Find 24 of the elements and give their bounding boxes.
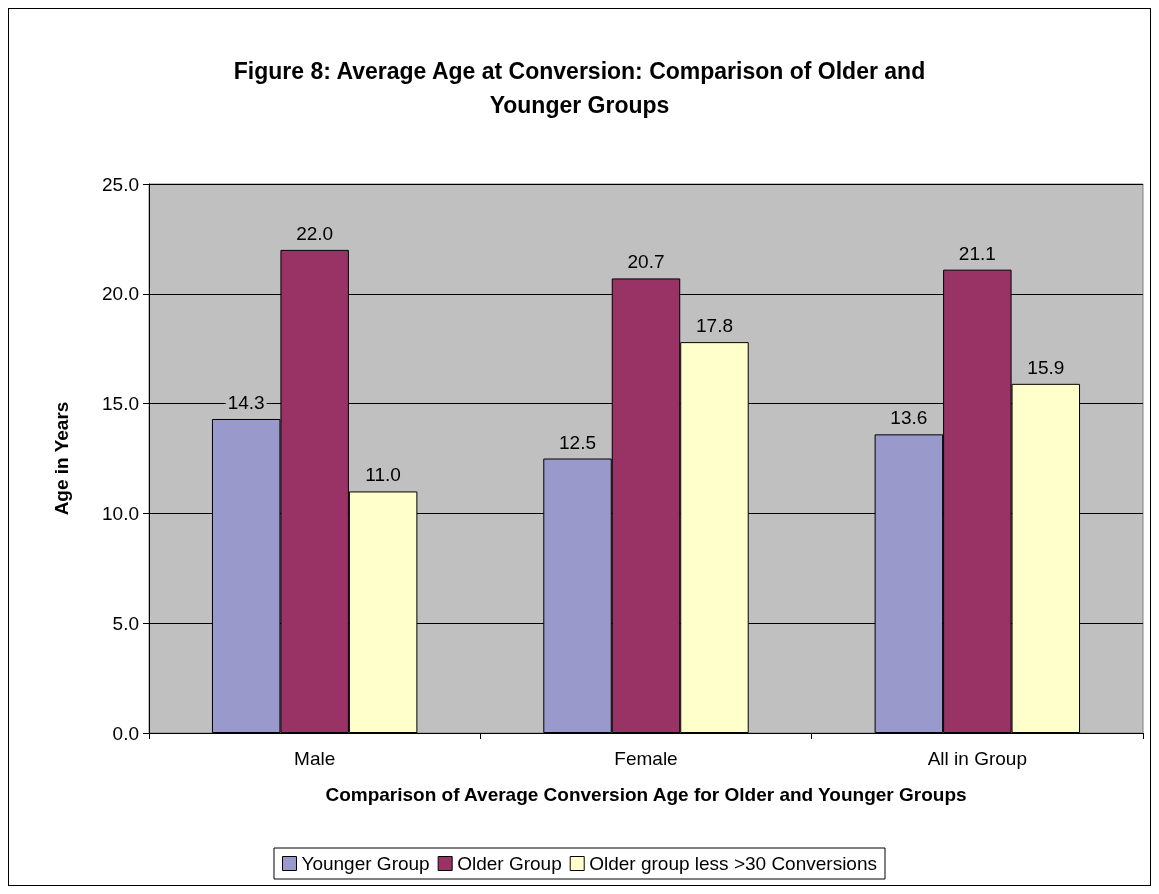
y-tick-label: 5.0 xyxy=(112,612,139,634)
legend-label: Older group less >30 Conversions xyxy=(589,853,878,874)
data-label: 12.5 xyxy=(559,431,597,453)
y-tick-label: 15.0 xyxy=(102,393,139,415)
y-tick-label: 0.0 xyxy=(112,722,139,744)
data-label: 15.9 xyxy=(1027,356,1065,378)
y-axis-title: Age in Years xyxy=(51,401,72,516)
x-tick-label: Female xyxy=(614,748,678,769)
data-label: 14.3 xyxy=(227,391,265,413)
data-label: 13.6 xyxy=(890,407,928,429)
x-tick-label: All in Group xyxy=(927,748,1027,769)
y-tick-label: 10.0 xyxy=(102,502,139,524)
data-label: 22.0 xyxy=(296,222,334,244)
data-label: 11.0 xyxy=(365,464,401,486)
legend-label: Younger Group xyxy=(301,853,430,874)
data-label: 17.8 xyxy=(695,315,733,337)
data-label: 20.7 xyxy=(627,251,665,273)
x-tick-label: Male xyxy=(294,748,336,769)
chart-title: Figure 8: Average Age at Conversion: Comparison of Older and Younger Groups xyxy=(233,58,926,118)
legend-label: Older Group xyxy=(457,853,562,874)
y-tick-label: 20.0 xyxy=(102,283,139,305)
data-label: 21.1 xyxy=(958,242,996,264)
x-axis-title: Comparison of Average Conversion Age for Older and Younger Groups xyxy=(325,784,967,805)
y-tick-label: 25.0 xyxy=(102,173,139,195)
